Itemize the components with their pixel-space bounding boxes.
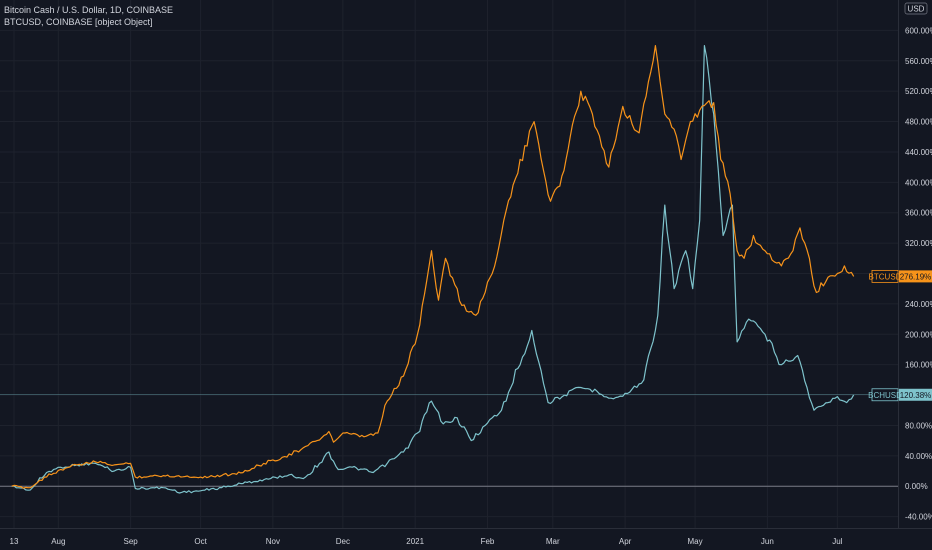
x-tick-label: Dec: [336, 537, 350, 546]
legend-main-symbol: Bitcoin Cash / U.S. Dollar, 1D, COINBASE: [4, 5, 174, 15]
y-tick-label: 160.00%: [905, 361, 932, 370]
y-tick-label: 80.00%: [905, 421, 932, 430]
y-tick-label: 440.00%: [905, 148, 932, 157]
x-tick-label: Aug: [51, 537, 65, 546]
series-line-btcusd: [11, 45, 855, 489]
y-tick-label: 320.00%: [905, 239, 932, 248]
x-tick-label: Mar: [546, 537, 560, 546]
x-tick-label: May: [688, 537, 703, 546]
y-tick-label: 400.00%: [905, 178, 932, 187]
currency-label: USD: [908, 5, 925, 14]
x-tick-label: Jul: [832, 537, 842, 546]
y-tick-label: -40.00%: [905, 513, 932, 522]
x-tick-label: Sep: [124, 537, 139, 546]
y-tick-label: 240.00%: [905, 300, 932, 309]
y-tick-label: 360.00%: [905, 209, 932, 218]
x-tick-label: 2021: [406, 537, 424, 546]
x-tick-label: Oct: [194, 537, 207, 546]
series-line-bchusd: [11, 45, 855, 494]
last-value-box: [899, 270, 932, 283]
series-name-box: [871, 388, 899, 402]
x-tick-label: Feb: [481, 537, 495, 546]
x-tick-label: 13: [10, 537, 19, 546]
series-name-label: BTCUSD: [869, 272, 902, 281]
y-tick-label: 200.00%: [905, 330, 932, 339]
y-tick-label: 600.00%: [905, 26, 932, 35]
y-tick-label: 0.00%: [905, 482, 928, 491]
series-name-box: [871, 269, 899, 283]
legend-compare-symbol: BTCUSD, COINBASE [object Object]: [4, 17, 153, 27]
y-tick-label: 520.00%: [905, 87, 932, 96]
x-tick-label: Nov: [266, 537, 280, 546]
last-value-label: 276.19%: [900, 272, 932, 281]
x-tick-label: Jun: [761, 537, 774, 546]
y-tick-label: 480.00%: [905, 118, 932, 127]
currency-box: [904, 2, 928, 15]
series-name-label: BCHUSD: [868, 391, 902, 400]
x-tick-label: Apr: [619, 537, 632, 546]
chart-legend: Bitcoin Cash / U.S. Dollar, 1D, COINBASE…: [4, 4, 173, 28]
last-value-box: [899, 388, 932, 401]
last-value-label: 120.38%: [900, 391, 932, 400]
y-tick-label: 560.00%: [905, 57, 932, 66]
y-tick-label: 40.00%: [905, 452, 932, 461]
